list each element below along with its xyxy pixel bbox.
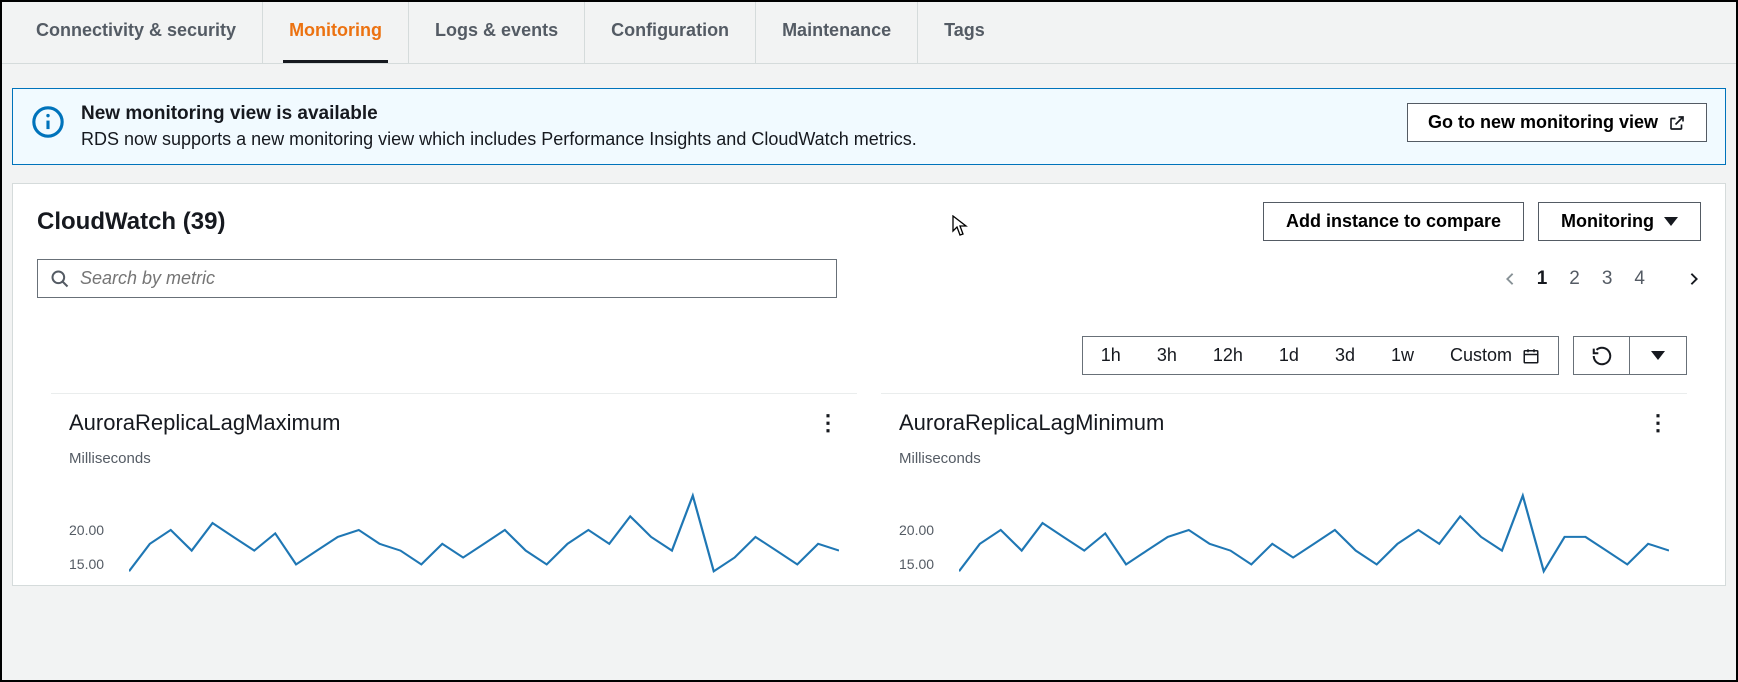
panel-title: CloudWatch (39) bbox=[37, 208, 225, 236]
chart-plot: 20.00 15.00 bbox=[899, 475, 1669, 585]
tab-tags[interactable]: Tags bbox=[918, 2, 1011, 63]
page-4[interactable]: 4 bbox=[1634, 268, 1645, 289]
search-icon bbox=[50, 269, 70, 289]
y-tick-label: 20.00 bbox=[69, 522, 104, 538]
chart-card-0: AuroraReplicaLagMaximum ⋮ Milliseconds 20.0… bbox=[51, 393, 857, 585]
tab-maintenance[interactable]: Maintenance bbox=[756, 2, 918, 63]
next-page-icon[interactable] bbox=[1687, 272, 1701, 286]
refresh-icon bbox=[1591, 345, 1613, 367]
time-range-3h[interactable]: 3h bbox=[1139, 337, 1195, 374]
refresh-button[interactable] bbox=[1574, 337, 1630, 374]
external-link-icon bbox=[1668, 114, 1686, 132]
tab-configuration[interactable]: Configuration bbox=[585, 2, 756, 63]
pagination: 12 34 bbox=[1503, 268, 1701, 290]
chart-title: AuroraReplicaLagMinimum bbox=[899, 410, 1164, 436]
y-tick-label: 15.00 bbox=[899, 556, 934, 572]
monitoring-label: Monitoring bbox=[1561, 211, 1654, 232]
chart-card-1: AuroraReplicaLagMinimum ⋮ Milliseconds 20.0… bbox=[881, 393, 1687, 585]
prev-page-icon[interactable] bbox=[1503, 272, 1517, 286]
add-instance-label: Add instance to compare bbox=[1286, 211, 1501, 232]
calendar-icon bbox=[1522, 347, 1540, 365]
caret-down-icon bbox=[1664, 217, 1678, 226]
chart-menu-icon[interactable]: ⋮ bbox=[1647, 410, 1669, 436]
page-3[interactable]: 3 bbox=[1602, 268, 1613, 289]
time-range-group: 1h3h12h1d3d1wCustom bbox=[1082, 336, 1559, 375]
y-tick-label: 20.00 bbox=[899, 522, 934, 538]
info-icon bbox=[31, 105, 65, 139]
info-banner: New monitoring view is available RDS now… bbox=[12, 88, 1726, 165]
go-to-new-view-button[interactable]: Go to new monitoring view bbox=[1407, 103, 1707, 142]
banner-description: RDS now supports a new monitoring view w… bbox=[81, 129, 1391, 150]
add-instance-button[interactable]: Add instance to compare bbox=[1263, 202, 1524, 241]
refresh-options-button[interactable] bbox=[1630, 337, 1686, 374]
search-input[interactable] bbox=[80, 268, 824, 289]
banner-title: New monitoring view is available bbox=[81, 103, 1391, 125]
page-1[interactable]: 1 bbox=[1537, 268, 1548, 289]
chart-unit: Milliseconds bbox=[69, 450, 839, 467]
time-range-1d[interactable]: 1d bbox=[1261, 337, 1317, 374]
y-tick-label: 15.00 bbox=[69, 556, 104, 572]
chart-unit: Milliseconds bbox=[899, 450, 1669, 467]
time-range-1w[interactable]: 1w bbox=[1373, 337, 1432, 374]
chart-title: AuroraReplicaLagMaximum bbox=[69, 410, 340, 436]
refresh-group bbox=[1573, 336, 1687, 375]
tab-connectivity-security[interactable]: Connectivity & security bbox=[10, 2, 263, 63]
banner-button-label: Go to new monitoring view bbox=[1428, 112, 1658, 133]
cloudwatch-panel: CloudWatch (39) Add instance to compare … bbox=[12, 183, 1726, 586]
caret-down-icon bbox=[1651, 351, 1665, 360]
tab-monitoring[interactable]: Monitoring bbox=[263, 2, 409, 63]
time-range-12h[interactable]: 12h bbox=[1195, 337, 1261, 374]
time-range-3d[interactable]: 3d bbox=[1317, 337, 1373, 374]
search-box[interactable] bbox=[37, 259, 837, 298]
time-range-custom[interactable]: Custom bbox=[1432, 337, 1558, 374]
tab-logs-events[interactable]: Logs & events bbox=[409, 2, 585, 63]
chart-menu-icon[interactable]: ⋮ bbox=[817, 410, 839, 436]
time-range-1h[interactable]: 1h bbox=[1083, 337, 1139, 374]
page-2[interactable]: 2 bbox=[1569, 268, 1580, 289]
chart-plot: 20.00 15.00 bbox=[69, 475, 839, 585]
monitoring-dropdown-button[interactable]: Monitoring bbox=[1538, 202, 1701, 241]
